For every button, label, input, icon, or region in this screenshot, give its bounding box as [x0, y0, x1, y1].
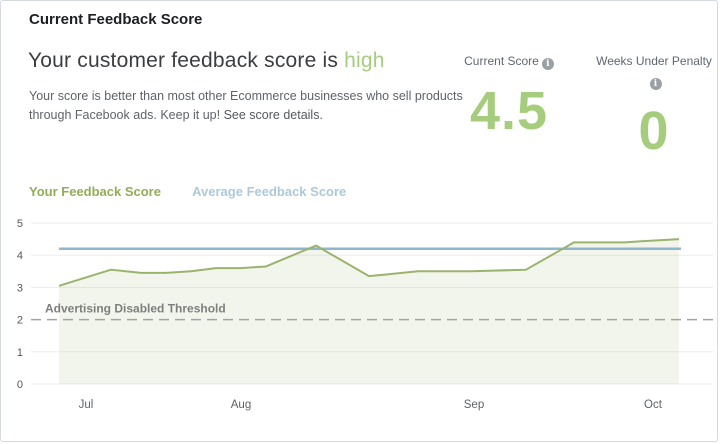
chart-svg: 5 4 3 2 1 0 Advertising Disabled Threshold Jul A…: [17, 218, 713, 411]
y-axis-tick-label: 1: [17, 347, 23, 359]
current-score-label-row: Current Score i: [444, 53, 574, 70]
score-description: Your score is better than most other Eco…: [29, 87, 481, 126]
score-headline-highlight: high: [344, 49, 385, 72]
y-axis-tick-label: 2: [17, 315, 23, 327]
weeks-under-penalty-label: Weeks Under Penalty: [596, 54, 712, 68]
score-headline: Your customer feedback score is high: [28, 49, 385, 73]
info-icon[interactable]: i: [649, 77, 662, 90]
x-axis-tick-label: Aug: [231, 399, 251, 411]
y-axis-tick-label: 3: [17, 282, 23, 294]
x-axis-tick-label: Oct: [644, 399, 663, 411]
your-score-area-fill: [59, 239, 679, 384]
your-feedback-score-line: [58, 238, 680, 287]
x-axis-tick-label: Jul: [79, 399, 94, 411]
y-axis-tick-label: 5: [17, 218, 23, 230]
weeks-under-penalty-value: 0: [638, 100, 670, 161]
weeks-under-penalty-stat: Weeks Under Penalty i 0: [589, 53, 717, 162]
current-score-label: Current Score: [464, 54, 539, 68]
x-axis-tick-label: Sep: [464, 399, 484, 411]
advertising-disabled-threshold-label: Advertising Disabled Threshold: [45, 302, 226, 316]
info-icon[interactable]: i: [541, 58, 554, 70]
current-score-value: 4.5: [469, 81, 549, 141]
y-axis-tick-label: 4: [17, 250, 23, 262]
weeks-under-penalty-icon-row: i: [589, 72, 717, 90]
chart-legend: Your Feedback Score Average Feedback Sco…: [29, 184, 374, 199]
see-score-details-link[interactable]: See score details.: [223, 108, 323, 123]
legend-your-feedback-score[interactable]: Your Feedback Score: [29, 184, 161, 199]
legend-average-feedback-score[interactable]: Average Feedback Score: [192, 184, 347, 199]
feedback-score-chart: 5 4 3 2 1 0 Advertising Disabled Threshold Jul A…: [1, 211, 717, 423]
page-title: Current Feedback Score: [29, 11, 203, 28]
y-axis-tick-label: 0: [17, 379, 23, 391]
score-headline-text: Your customer feedback score is: [28, 49, 345, 72]
score-description-text: Your score is better than most other Eco…: [29, 89, 463, 123]
current-score-stat: Current Score i 4.5: [444, 53, 574, 142]
